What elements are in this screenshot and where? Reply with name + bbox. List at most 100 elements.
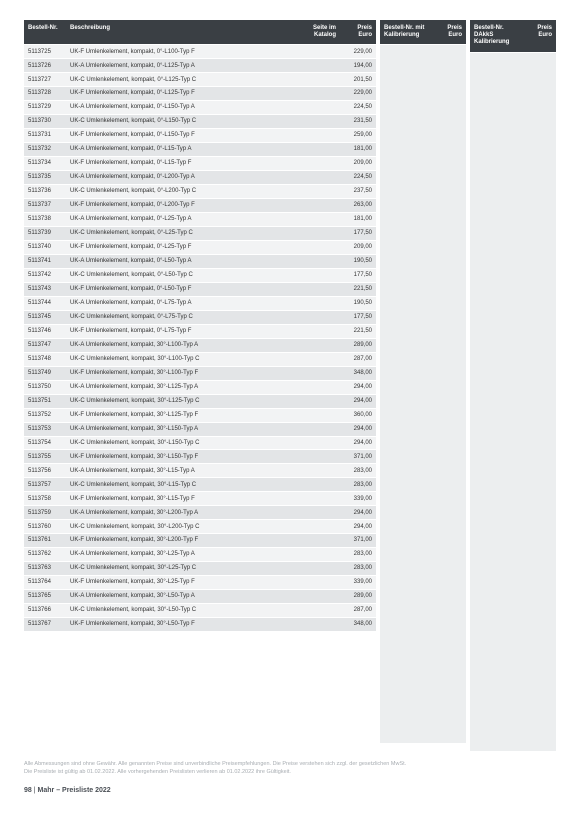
cell-preis: 190,50 — [340, 254, 376, 268]
cell-preis: 348,00 — [340, 618, 376, 632]
table-row: 5113734UK-F Umlenkelement, kompakt, 0°-L… — [24, 157, 376, 171]
cell-bestell-nr: 5113736 — [24, 185, 66, 199]
cell-seite — [306, 240, 340, 254]
cell-seite — [306, 282, 340, 296]
cell-bestell-nr: 5113751 — [24, 394, 66, 408]
cell-seite — [306, 324, 340, 338]
cell-beschreibung: UK-F Umlenkelement, kompakt, 0°-L75-Typ … — [66, 324, 306, 338]
cell-bestell-nr: 5113734 — [24, 157, 66, 171]
th-kalib-nr: Bestell-Nr. mit Kalibrierung — [380, 20, 436, 45]
page-sep: | — [34, 787, 36, 794]
cell-preis: 177,50 — [340, 268, 376, 282]
cell-preis: 294,00 — [340, 436, 376, 450]
price-table-dakks: Bestell-Nr. DAkkS Kalibrierung Preis Eur… — [470, 20, 556, 53]
cell-bestell-nr: 5113737 — [24, 199, 66, 213]
cell-preis: 294,00 — [340, 394, 376, 408]
cell-beschreibung: UK-F Umlenkelement, kompakt, 30°-L100-Ty… — [66, 366, 306, 380]
cell-beschreibung: UK-F Umlenkelement, kompakt, 30°-L200-Ty… — [66, 534, 306, 548]
kalib-empty-body — [380, 45, 466, 743]
cell-preis: 348,00 — [340, 366, 376, 380]
cell-preis: 287,00 — [340, 352, 376, 366]
cell-seite — [306, 394, 340, 408]
cell-bestell-nr: 5113740 — [24, 240, 66, 254]
table-row: 5113767UK-F Umlenkelement, kompakt, 30°-… — [24, 618, 376, 632]
table-row: 5113741UK-A Umlenkelement, kompakt, 0°-L… — [24, 254, 376, 268]
cell-bestell-nr: 5113752 — [24, 408, 66, 422]
cell-seite — [306, 73, 340, 87]
cell-preis: 201,50 — [340, 73, 376, 87]
cell-preis: 224,50 — [340, 101, 376, 115]
table-row: 5113732UK-A Umlenkelement, kompakt, 0°-L… — [24, 143, 376, 157]
cell-bestell-nr: 5113767 — [24, 618, 66, 632]
cell-seite — [306, 408, 340, 422]
cell-bestell-nr: 5113743 — [24, 282, 66, 296]
cell-beschreibung: UK-A Umlenkelement, kompakt, 30°-L50-Typ… — [66, 590, 306, 604]
page-number-block: 98 | Mahr – Preisliste 2022 — [24, 786, 556, 796]
cell-preis: 190,50 — [340, 296, 376, 310]
cell-bestell-nr: 5113756 — [24, 464, 66, 478]
cell-preis: 283,00 — [340, 562, 376, 576]
cell-seite — [306, 45, 340, 59]
table-header-row: Bestell-Nr. Beschreibung Seite im Katalo… — [24, 20, 376, 45]
cell-preis: 209,00 — [340, 240, 376, 254]
tables-row: Bestell-Nr. Beschreibung Seite im Katalo… — [24, 20, 556, 751]
cell-preis: 294,00 — [340, 506, 376, 520]
cell-preis: 289,00 — [340, 338, 376, 352]
cell-seite — [306, 380, 340, 394]
cell-preis: 221,50 — [340, 282, 376, 296]
cell-beschreibung: UK-A Umlenkelement, kompakt, 30°-L100-Ty… — [66, 338, 306, 352]
cell-beschreibung: UK-C Umlenkelement, kompakt, 0°-L25-Typ … — [66, 226, 306, 240]
table-row: 5113745UK-C Umlenkelement, kompakt, 0°-L… — [24, 310, 376, 324]
cell-bestell-nr: 5113735 — [24, 171, 66, 185]
cell-beschreibung: UK-C Umlenkelement, kompakt, 0°-L50-Typ … — [66, 268, 306, 282]
table-header-row: Bestell-Nr. DAkkS Kalibrierung Preis Eur… — [470, 20, 556, 52]
table-row: 5113760UK-C Umlenkelement, kompakt, 30°-… — [24, 520, 376, 534]
cell-preis: 283,00 — [340, 464, 376, 478]
table-row: 5113744UK-A Umlenkelement, kompakt, 0°-L… — [24, 296, 376, 310]
table-header-row: Bestell-Nr. mit Kalibrierung Preis Euro — [380, 20, 466, 45]
cell-seite — [306, 129, 340, 143]
cell-seite — [306, 464, 340, 478]
table-row: 5113739UK-C Umlenkelement, kompakt, 0°-L… — [24, 226, 376, 240]
cell-bestell-nr: 5113726 — [24, 59, 66, 73]
cell-bestell-nr: 5113747 — [24, 338, 66, 352]
table-row: 5113740UK-F Umlenkelement, kompakt, 0°-L… — [24, 240, 376, 254]
table-row: 5113738UK-A Umlenkelement, kompakt, 0°-L… — [24, 213, 376, 227]
table-row: 5113742UK-C Umlenkelement, kompakt, 0°-L… — [24, 268, 376, 282]
table-row: 5113763UK-C Umlenkelement, kompakt, 30°-… — [24, 562, 376, 576]
cell-bestell-nr: 5113750 — [24, 380, 66, 394]
cell-bestell-nr: 5113759 — [24, 506, 66, 520]
cell-beschreibung: UK-A Umlenkelement, kompakt, 0°-L50-Typ … — [66, 254, 306, 268]
table-row: 5113749UK-F Umlenkelement, kompakt, 30°-… — [24, 366, 376, 380]
cell-beschreibung: UK-C Umlenkelement, kompakt, 30°-L125-Ty… — [66, 394, 306, 408]
cell-seite — [306, 520, 340, 534]
cell-bestell-nr: 5113727 — [24, 73, 66, 87]
table-row: 5113728UK-F Umlenkelement, kompakt, 0°-L… — [24, 87, 376, 101]
cell-beschreibung: UK-A Umlenkelement, kompakt, 0°-L75-Typ … — [66, 296, 306, 310]
cell-bestell-nr: 5113731 — [24, 129, 66, 143]
cell-beschreibung: UK-A Umlenkelement, kompakt, 30°-L125-Ty… — [66, 380, 306, 394]
cell-bestell-nr: 5113757 — [24, 478, 66, 492]
cell-preis: 339,00 — [340, 576, 376, 590]
cell-bestell-nr: 5113758 — [24, 492, 66, 506]
cell-preis: 294,00 — [340, 380, 376, 394]
cell-seite — [306, 143, 340, 157]
table-row: 5113756UK-A Umlenkelement, kompakt, 30°-… — [24, 464, 376, 478]
table-row: 5113755UK-F Umlenkelement, kompakt, 30°-… — [24, 450, 376, 464]
cell-preis: 259,00 — [340, 129, 376, 143]
cell-seite — [306, 618, 340, 632]
table-row: 5113757UK-C Umlenkelement, kompakt, 30°-… — [24, 478, 376, 492]
cell-beschreibung: UK-A Umlenkelement, kompakt, 30°-L200-Ty… — [66, 506, 306, 520]
price-table-main-wrap: Bestell-Nr. Beschreibung Seite im Katalo… — [24, 20, 376, 632]
cell-seite — [306, 171, 340, 185]
cell-seite — [306, 604, 340, 618]
table-row: 5113747UK-A Umlenkelement, kompakt, 30°-… — [24, 338, 376, 352]
cell-seite — [306, 254, 340, 268]
cell-bestell-nr: 5113764 — [24, 576, 66, 590]
cell-beschreibung: UK-A Umlenkelement, kompakt, 0°-L200-Typ… — [66, 171, 306, 185]
cell-preis: 294,00 — [340, 520, 376, 534]
cell-preis: 371,00 — [340, 534, 376, 548]
cell-bestell-nr: 5113748 — [24, 352, 66, 366]
price-table-kalib: Bestell-Nr. mit Kalibrierung Preis Euro — [380, 20, 466, 45]
cell-seite — [306, 199, 340, 213]
